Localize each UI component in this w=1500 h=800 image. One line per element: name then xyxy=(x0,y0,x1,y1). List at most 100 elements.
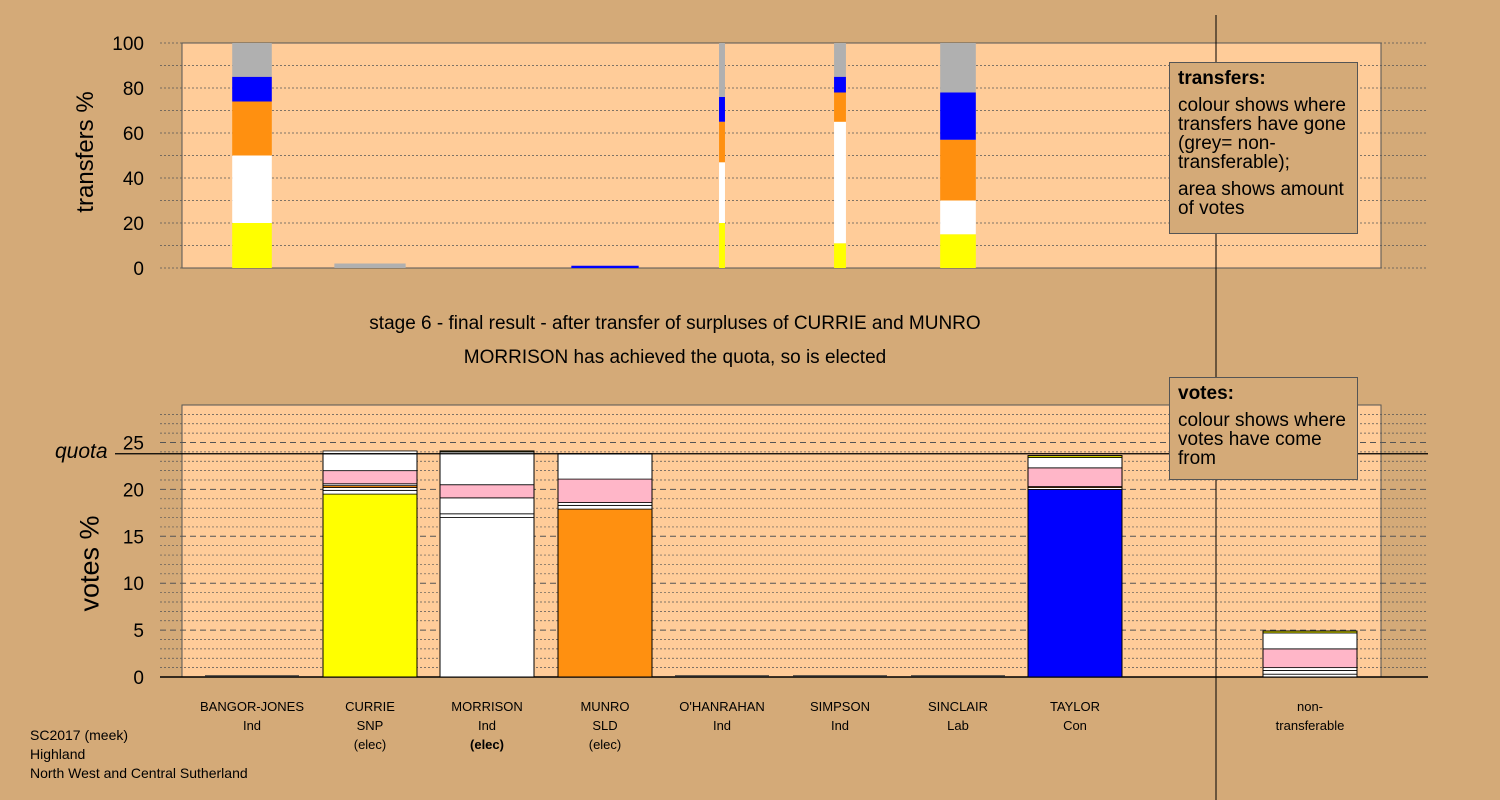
transfers-legend-heading: transfers: xyxy=(1178,68,1266,89)
vote-segment xyxy=(439,484,535,499)
transfer-segment xyxy=(940,92,976,140)
transfer-segment xyxy=(940,43,976,93)
votes-axis-label: votes % xyxy=(74,515,105,612)
transfer-segment xyxy=(232,155,272,223)
transfers-tick-label: 0 xyxy=(133,259,144,280)
transfer-segment xyxy=(940,139,976,201)
vote-segment xyxy=(1027,467,1123,487)
votes-tick-label: 15 xyxy=(123,527,144,548)
vote-bar-outline xyxy=(1262,630,1358,678)
vote-bar-outline xyxy=(439,450,535,678)
nontransferable-label: non- transferable xyxy=(1245,697,1375,735)
candidate-label: BANGOR-JONES Ind xyxy=(187,697,317,735)
vote-segment xyxy=(439,497,535,515)
candidate-name: MORRISON xyxy=(451,699,523,714)
vote-segment xyxy=(1262,670,1358,675)
candidate-label: SINCLAIR Lab xyxy=(893,697,1023,735)
vote-segment xyxy=(322,493,418,678)
vote-segment xyxy=(322,489,418,495)
candidate-label: MORRISON Ind (elec) xyxy=(422,697,552,754)
candidate-party: Ind xyxy=(830,718,850,733)
vote-segment xyxy=(322,487,418,491)
votes-tick-label: 0 xyxy=(133,668,144,689)
votes-legend-heading: votes: xyxy=(1178,383,1234,404)
votes-tick-label: 25 xyxy=(123,434,144,455)
footer-source: SC2017 (meek) xyxy=(30,727,129,743)
transfers-legend-text: colour shows where transfers have gone (… xyxy=(1178,95,1346,173)
transfer-segment xyxy=(834,121,846,244)
transfers-tick-label: 40 xyxy=(123,169,144,190)
candidate-party: Ind xyxy=(242,718,262,733)
candidate-party: Lab xyxy=(947,718,969,733)
transfers-legend: transfers: colour shows where transfers … xyxy=(1169,62,1358,234)
candidate-label: TAYLOR Con xyxy=(1010,697,1140,735)
vote-segment xyxy=(1262,648,1358,669)
candidate-name: SIMPSON xyxy=(810,699,870,714)
transfer-segment xyxy=(571,265,639,268)
transfer-segment xyxy=(232,101,272,156)
transfers-tick-label: 80 xyxy=(123,79,144,100)
votes-tick-label: 5 xyxy=(133,621,144,642)
transfer-segment xyxy=(940,234,976,268)
candidate-party: Ind xyxy=(477,718,497,733)
transfer-segment xyxy=(834,92,846,122)
votes-tick-label: 20 xyxy=(123,480,144,501)
transfers-tick-label: 100 xyxy=(112,34,144,55)
vote-segment xyxy=(557,453,653,480)
transfers-tick-label: 60 xyxy=(123,124,144,145)
candidate-name: MUNRO xyxy=(580,699,630,714)
candidate-name: BANGOR-JONES xyxy=(199,699,304,714)
transfer-segment xyxy=(232,43,272,77)
candidate-name: CURRIE xyxy=(345,699,395,714)
candidate-name: SINCLAIR xyxy=(928,699,988,714)
transfers-legend-area-text: area shows amount of votes xyxy=(1178,179,1344,219)
candidate-label: SIMPSON Ind xyxy=(775,697,905,735)
footer: SC2017 (meek) Highland North West and Ce… xyxy=(30,726,248,783)
transfer-segment xyxy=(834,243,846,268)
transfer-segment xyxy=(232,76,272,102)
stage-subtitle: MORRISON has achieved the quota, so is e… xyxy=(463,347,887,368)
quota-label: quota xyxy=(55,440,108,463)
vote-segment xyxy=(557,504,653,510)
transfer-segment xyxy=(719,162,725,223)
nontransferable-line1: non- xyxy=(1296,699,1324,714)
candidate-party: SLD xyxy=(592,718,618,733)
candidate-label: O'HANRAHAN Ind xyxy=(657,697,787,735)
nontransferable-line2: transferable xyxy=(1275,718,1345,733)
footer-ward: North West and Central Sutherland xyxy=(30,765,248,781)
transfer-segment xyxy=(232,223,272,268)
transfer-segment xyxy=(719,223,725,268)
candidate-name: TAYLOR xyxy=(1049,699,1101,714)
vote-segment xyxy=(1027,457,1123,469)
transfer-segment xyxy=(719,43,725,97)
candidate-status: (elec) xyxy=(588,737,622,752)
vote-bar-outline xyxy=(1027,455,1123,678)
transfers-axis-label: transfers % xyxy=(72,91,99,213)
votes-tick-label: 10 xyxy=(123,574,144,595)
candidate-label: CURRIE SNP (elec) xyxy=(305,697,435,754)
stage-title: stage 6 - final result - after transfer … xyxy=(369,313,981,334)
transfer-segment xyxy=(719,97,725,122)
vote-segment xyxy=(557,508,653,678)
transfers-tick-label: 20 xyxy=(123,214,144,235)
transfer-segment xyxy=(334,263,406,268)
vote-segment xyxy=(557,502,653,506)
transfer-segment xyxy=(834,43,846,77)
vote-segment xyxy=(1027,489,1123,678)
candidate-party: SNP xyxy=(356,718,384,733)
candidate-label: MUNRO SLD (elec) xyxy=(540,697,670,754)
votes-legend-text: colour shows where votes have come from xyxy=(1178,410,1346,469)
vote-segment xyxy=(1262,632,1358,650)
vote-segment xyxy=(322,470,418,485)
votes-legend: votes: colour shows where votes have com… xyxy=(1169,377,1358,480)
transfer-segment xyxy=(834,76,846,93)
vote-segment xyxy=(557,478,653,503)
vote-segment xyxy=(1262,667,1358,671)
transfer-segment xyxy=(940,200,976,235)
candidate-party: Ind xyxy=(712,718,732,733)
candidate-status: (elec) xyxy=(470,737,504,752)
vote-segment xyxy=(439,451,535,486)
candidate-status: (elec) xyxy=(353,737,387,752)
candidate-party: Con xyxy=(1063,718,1087,733)
footer-council: Highland xyxy=(30,746,86,762)
